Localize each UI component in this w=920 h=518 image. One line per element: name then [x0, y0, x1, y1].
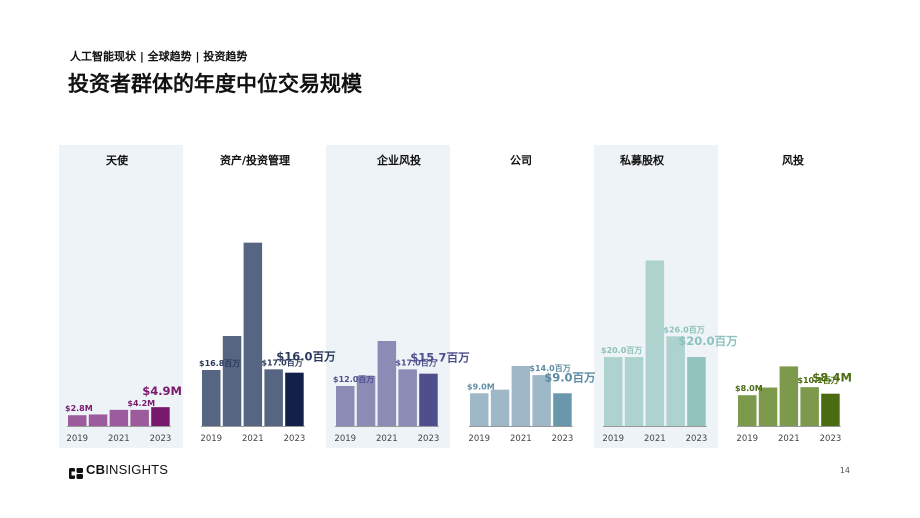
- data-label: $9.0百万: [544, 370, 596, 384]
- bar-2019: [604, 357, 623, 426]
- bar-2020: [356, 376, 376, 426]
- bar-2021: [377, 341, 397, 426]
- x-tick-label: 2019: [602, 434, 624, 444]
- bar-2020: [624, 357, 644, 426]
- data-label: $15.7百万: [410, 351, 470, 365]
- bar-2020: [88, 414, 108, 426]
- page-title: 投资者群体的年度中位交易规模: [68, 72, 362, 96]
- x-tick-label: 2023: [150, 434, 172, 444]
- data-label: $12.0百万: [333, 375, 374, 384]
- bar-2023: [285, 372, 304, 426]
- data-label: $4.9M: [142, 384, 182, 398]
- panel-title-asset-management: 资产/投资管理: [219, 154, 291, 167]
- x-tick-label: 2023: [418, 434, 440, 444]
- cb-insights-logo: CBINSIGHTS: [69, 462, 169, 479]
- bar-2020: [758, 387, 778, 426]
- x-tick-label: 2023: [284, 434, 306, 444]
- data-label: $9.0M: [467, 382, 495, 391]
- bar-2021: [645, 260, 665, 426]
- data-label: $4.2M: [127, 399, 155, 408]
- data-label: $16.8百万: [199, 359, 240, 368]
- bar-2020: [490, 389, 510, 426]
- data-label: $16.0百万: [276, 350, 336, 364]
- x-tick-label: 2021: [242, 434, 264, 444]
- data-label: $17.0百万: [261, 358, 302, 367]
- x-tick-label: 2021: [376, 434, 398, 444]
- data-label: $10.1百万: [797, 376, 838, 385]
- x-tick-label: 2023: [686, 434, 708, 444]
- data-label: $17.0百万: [395, 358, 436, 367]
- bar-2022: [532, 375, 551, 426]
- bar-2023: [553, 393, 572, 426]
- bar-2019: [470, 393, 489, 426]
- x-tick-label: 2019: [468, 434, 490, 444]
- data-label: $14.0百万: [529, 364, 570, 373]
- x-tick-label: 2021: [778, 434, 800, 444]
- panel-title-corporate: 公司: [510, 154, 532, 167]
- bar-2022: [398, 369, 417, 426]
- data-label: $20.0百万: [678, 334, 738, 348]
- panel-title-angel: 天使: [106, 154, 128, 167]
- bar-2021: [511, 366, 531, 426]
- panel-background-angel: [59, 145, 183, 448]
- page-number: 14: [839, 466, 850, 475]
- bar-2023: [151, 407, 170, 426]
- x-tick-label: 2023: [552, 434, 574, 444]
- bar-2022: [666, 336, 685, 426]
- bar-2019: [202, 370, 221, 426]
- bar-2019: [68, 415, 87, 426]
- bar-2023: [419, 373, 438, 426]
- bar-2021: [779, 366, 799, 426]
- bar-2021: [109, 409, 129, 426]
- data-label: $8.0M: [735, 384, 763, 393]
- panel-title-cvc: 企业风投: [377, 154, 421, 167]
- bar-2022: [800, 387, 819, 426]
- panel-title-private-equity: 私募股权: [620, 154, 664, 167]
- x-tick-label: 2019: [66, 434, 88, 444]
- data-label: $20.0百万: [601, 346, 642, 355]
- logo-text-rest: INSIGHTS: [105, 462, 169, 477]
- x-tick-label: 2021: [644, 434, 666, 444]
- bar-2023: [687, 357, 706, 426]
- bar-2019: [738, 395, 757, 426]
- bar-2022: [130, 409, 149, 426]
- x-tick-label: 2023: [820, 434, 842, 444]
- data-label: $2.8M: [65, 404, 93, 413]
- breadcrumb: 人工智能现状 | 全球趋势 | 投资趋势: [70, 50, 248, 63]
- panel-title-vc: 风投: [782, 154, 804, 167]
- bar-2022: [264, 369, 283, 426]
- data-label: $26.0百万: [663, 325, 704, 334]
- bar-2020: [222, 336, 242, 426]
- bar-2019: [336, 386, 355, 426]
- bar-2023: [821, 393, 840, 426]
- data-label: $8.4M: [812, 371, 852, 385]
- cb-insights-logo-icon: [69, 464, 83, 479]
- x-tick-label: 2019: [200, 434, 222, 444]
- x-tick-label: 2021: [108, 434, 130, 444]
- x-tick-label: 2019: [736, 434, 758, 444]
- bar-2021: [243, 242, 263, 426]
- logo-text-bold: CB: [86, 462, 106, 477]
- x-tick-label: 2019: [334, 434, 356, 444]
- x-tick-label: 2021: [510, 434, 532, 444]
